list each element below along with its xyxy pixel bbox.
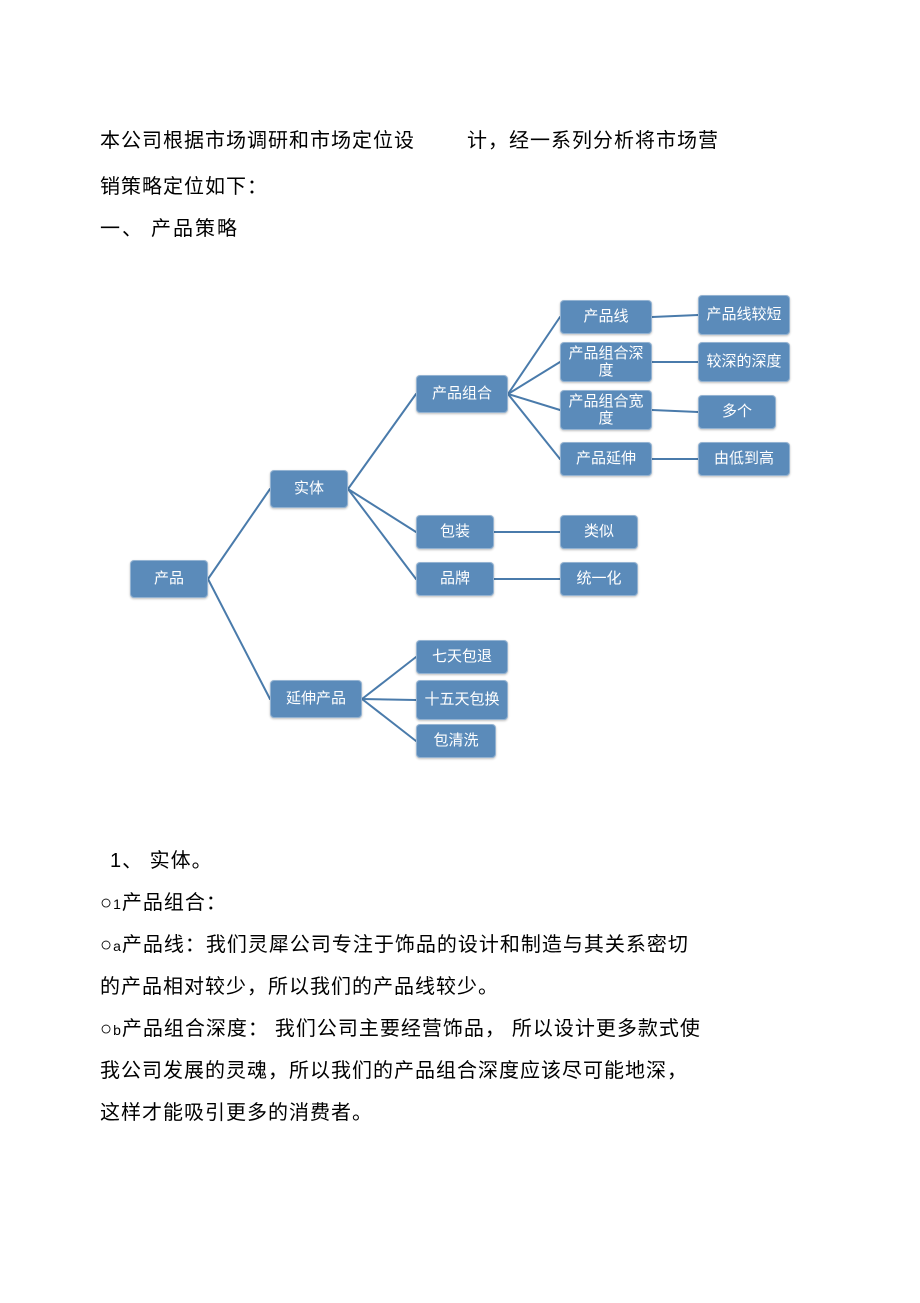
intro-line1b: 计，经一系列分析将市场营: [467, 130, 719, 152]
tree-node-c6: 统一化: [560, 562, 638, 596]
body-line-4: 的产品相对较少，所以我们的产品线较少。: [100, 966, 820, 1008]
tree-node-c2: 产品组合深度: [560, 342, 652, 382]
intro-paragraph: 本公司根据市场调研和市场定位设 计，经一系列分析将市场营: [100, 120, 820, 162]
body-line-6: 我公司发展的灵魂，所以我们的产品组合深度应该尽可能地深，: [100, 1050, 820, 1092]
body-line-1: 1、 实体。: [100, 840, 820, 882]
body-line-2: ○1产品组合：: [100, 882, 820, 924]
tree-node-a1: 实体: [270, 470, 348, 508]
tree-node-c3: 产品组合宽度: [560, 390, 652, 430]
tree-node-b5: 十五天包换: [416, 680, 508, 720]
section-1-heading: 一、 产品策略: [100, 208, 820, 250]
tree-node-c1: 产品线: [560, 300, 652, 334]
tree-node-d4: 由低到高: [698, 442, 790, 476]
body-line-5: ○b产品组合深度： 我们公司主要经营饰品， 所以设计更多款式使: [100, 1008, 820, 1050]
tree-node-c4: 产品延伸: [560, 442, 652, 476]
tree-node-c5: 类似: [560, 515, 638, 549]
tree-node-b4: 七天包退: [416, 640, 508, 674]
tree-node-d1: 产品线较短: [698, 295, 790, 335]
tree-node-b1: 产品组合: [416, 375, 508, 413]
tree-node-d3: 多个: [698, 395, 776, 429]
product-strategy-tree-diagram: 产品 实体延伸产品 产品组合包装品牌七天包退十五天包换包清洗 产品线产品组合深度产品组…: [100, 280, 820, 800]
intro-line2: 销策略定位如下：: [100, 166, 820, 208]
body-line-7: 这样才能吸引更多的消费者。: [100, 1092, 820, 1134]
body-line-3: ○a产品线：我们灵犀公司专注于饰品的设计和制造与其关系密切: [100, 924, 820, 966]
tree-node-root: 产品: [130, 560, 208, 598]
tree-node-b6: 包清洗: [416, 724, 496, 758]
tree-node-b2: 包装: [416, 515, 494, 549]
tree-node-a2: 延伸产品: [270, 680, 362, 718]
tree-node-b3: 品牌: [416, 562, 494, 596]
tree-node-d2: 较深的深度: [698, 342, 790, 382]
intro-line1a: 本公司根据市场调研和市场定位设: [100, 130, 415, 152]
